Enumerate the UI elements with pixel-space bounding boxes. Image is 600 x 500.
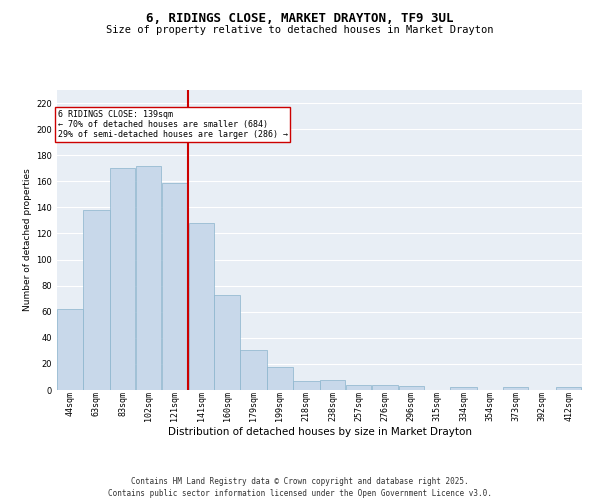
Text: Size of property relative to detached houses in Market Drayton: Size of property relative to detached ho… [106, 25, 494, 35]
Bar [57, 309, 83, 390]
Bar [83, 210, 110, 390]
Text: 6, RIDINGS CLOSE, MARKET DRAYTON, TF9 3UL: 6, RIDINGS CLOSE, MARKET DRAYTON, TF9 3U… [146, 12, 454, 26]
Bar [188, 223, 214, 390]
Text: 6 RIDINGS CLOSE: 139sqm
← 70% of detached houses are smaller (684)
29% of semi-d: 6 RIDINGS CLOSE: 139sqm ← 70% of detache… [58, 110, 287, 140]
Bar [450, 388, 477, 390]
Bar [293, 381, 320, 390]
Text: Contains HM Land Registry data © Crown copyright and database right 2025.
Contai: Contains HM Land Registry data © Crown c… [108, 476, 492, 498]
X-axis label: Distribution of detached houses by size in Market Drayton: Distribution of detached houses by size … [167, 427, 472, 437]
Bar [267, 366, 293, 390]
Bar [320, 380, 346, 390]
Bar [371, 385, 398, 390]
Bar [214, 295, 240, 390]
Bar [556, 388, 581, 390]
Bar [346, 385, 371, 390]
Bar [110, 168, 136, 390]
Bar [161, 182, 188, 390]
Bar [136, 166, 161, 390]
Bar [240, 350, 267, 390]
Y-axis label: Number of detached properties: Number of detached properties [23, 168, 32, 312]
Bar [399, 386, 424, 390]
Bar [503, 388, 529, 390]
